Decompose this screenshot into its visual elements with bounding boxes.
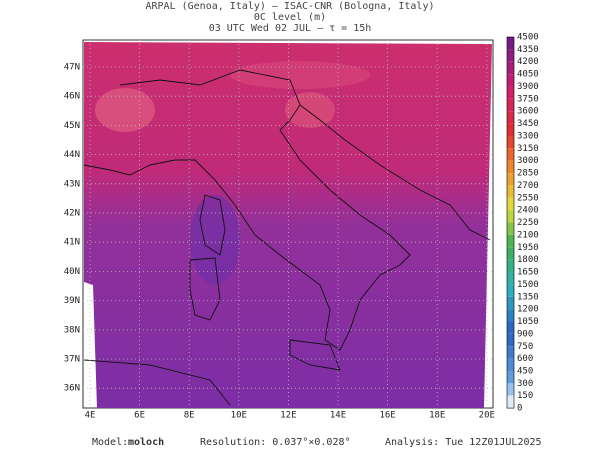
colorbar-label: 900 [517,329,533,339]
colorbar-swatch [507,395,514,409]
colorbar-swatch [507,197,514,211]
lat-label: 46N [64,92,80,102]
colorbar-swatch [507,160,514,174]
colorbar-label: 3600 [517,107,539,117]
colorbar-label: 4350 [517,45,539,55]
coastlines [83,69,491,406]
colorbar-label: 0 [517,404,522,414]
colorbar-label: 3900 [517,82,539,92]
colorbar-label: 3450 [517,119,539,129]
colorbar-label: 4050 [517,70,539,80]
colorbar-swatch [507,333,514,347]
colorbar-swatch [507,210,514,223]
colorbar-label: 1200 [517,305,539,315]
lon-label: 18E [429,411,445,421]
lat-label: 38N [64,325,80,335]
lon-label: 10E [231,411,247,421]
colorbar-label: 150 [517,391,533,401]
lat-label: 41N [64,238,80,248]
header-line: 0C level (m) [254,12,326,23]
colorbar-swatch [507,309,514,322]
lat-label: 45N [64,121,80,131]
colorbar-swatch [507,49,514,62]
colorbar-label: 1050 [517,317,539,327]
colorbar-label: 2400 [517,206,539,216]
footer-resolution: Resolution: 0.037°×0.028° [200,437,351,448]
colorbar-label: 450 [517,366,533,376]
colorbar-swatch [507,247,514,260]
colorbar-swatch [507,111,514,124]
colorbar-label: 3300 [517,131,539,141]
colorbar-label: 1500 [517,280,539,290]
colorbar-swatch [507,259,514,273]
colorbar-label: 4200 [517,57,539,67]
lat-label: 37N [64,355,80,365]
colorbar-swatch [507,98,514,112]
lon-label: 4E [85,411,96,421]
colorbar-label: 2250 [517,218,539,228]
colorbar-swatch [507,234,514,248]
colorbar-swatch [507,37,514,50]
colorbar-label: 2100 [517,230,539,240]
colorbar-swatch [507,272,514,285]
colorbar-swatch [507,61,514,75]
lat-label: 43N [64,179,80,189]
footer-model: moloch [128,437,164,448]
field-patch [190,195,240,285]
colorbar-swatch [507,123,514,136]
colorbar-swatch [507,74,514,87]
header-line: ARPAL (Genoa, Italy) – ISAC-CNR (Bologna… [146,1,435,12]
colorbar-swatch [507,370,514,384]
field-patch [285,92,335,128]
lat-label: 47N [64,63,80,73]
footer-analysis: Analysis: Tue 12Z01JUL2025 [385,437,542,448]
colorbar-label: 4500 [517,33,539,43]
lon-label: 20E [479,411,495,421]
colorbar-label: 600 [517,354,533,364]
colorbar-swatch [507,86,514,99]
lat-label: 36N [64,384,80,394]
header-line: 03 UTC Wed 02 JUL – τ = 15h [209,23,372,34]
lon-label: 16E [379,411,395,421]
lat-label: 40N [64,267,80,277]
colorbar-frame [506,36,515,409]
colorbar-swatch [507,284,514,297]
graticule: 47N 46N 45N 44N 43N 42N 41N 40N 39N 38N 37N 36N 4E 6E… [64,40,495,421]
colorbar-swatch [507,321,514,334]
colorbar-swatch [507,185,514,198]
colorbar-swatch [507,296,514,310]
lon-label: 12E [280,411,296,421]
colorbar-label: 3150 [517,144,539,154]
colorbar-label: 2550 [517,193,539,203]
colorbar-label: 300 [517,379,533,389]
colorbar-label: 3750 [517,94,539,104]
colorbar-swatch [507,222,514,235]
colorbar: 4500435042004050390037503600345033003150… [506,33,539,414]
colorbar-label: 1950 [517,243,539,253]
lat-label: 44N [64,150,80,160]
field-patch [230,61,370,89]
colorbar-swatch [507,358,514,371]
footer-label: Model: [92,437,128,448]
lon-label: 6E [134,411,145,421]
lon-label: 8E [184,411,195,421]
colorbar-label: 1800 [517,255,539,265]
lat-label: 39N [64,296,80,306]
colorbar-label: 1650 [517,268,539,278]
colorbar-swatch [507,148,514,161]
colorbar-swatch [507,383,514,396]
colorbar-swatch [507,346,514,359]
colorbar-label: 3000 [517,156,539,166]
colorbar-label: 2700 [517,181,539,191]
colorbar-label: 1350 [517,292,539,302]
colorbar-swatch [507,173,514,186]
lon-label: 14E [330,411,346,421]
colorbar-label: 750 [517,342,533,352]
colorbar-swatch [507,135,514,149]
colorbar-label: 2850 [517,169,539,179]
lat-label: 42N [64,209,80,219]
